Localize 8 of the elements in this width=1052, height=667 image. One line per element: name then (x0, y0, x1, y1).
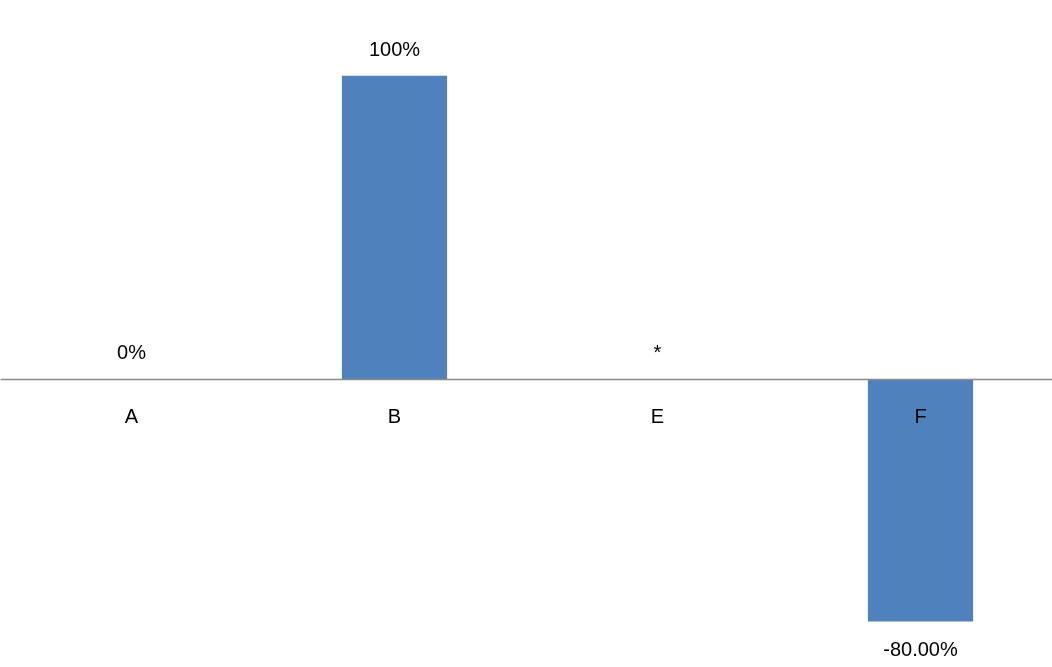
x-tick-label: B (387, 405, 402, 428)
x-tick-label: A (124, 405, 139, 428)
x-tick-label: F (914, 405, 927, 428)
data-label: -80.00% (883, 637, 958, 660)
text: * (653, 340, 662, 363)
x-tick-label: E (650, 405, 665, 428)
data-label: 100% (368, 37, 421, 60)
data-label: 0% (117, 340, 147, 363)
